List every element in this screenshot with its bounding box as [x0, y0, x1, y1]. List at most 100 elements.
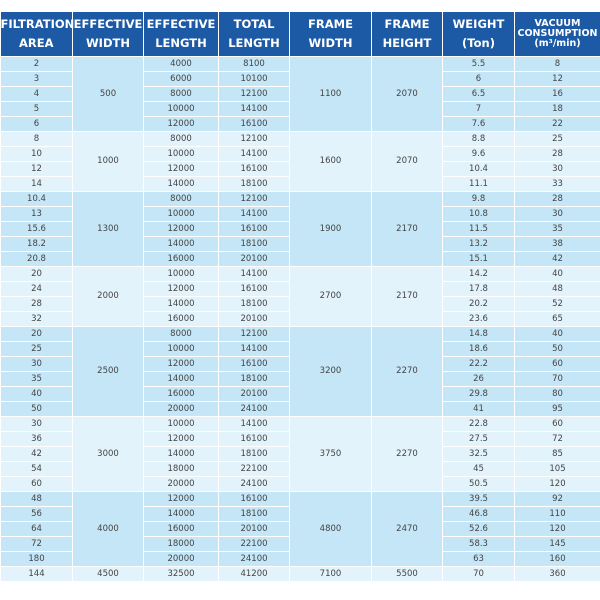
table-cell: 52 — [514, 296, 600, 312]
table-cell: 70 — [442, 566, 515, 582]
table-cell: 50.5 — [442, 476, 515, 492]
table-cell: 10.4 — [442, 161, 515, 177]
table-cell: 18 — [514, 101, 600, 117]
table-row: 13 10000 14100 10.8 30 — [0, 206, 600, 222]
header-text: FRAME — [384, 17, 430, 31]
table-cell: 24100 — [218, 551, 290, 567]
table-cell: 16000 — [143, 251, 219, 267]
header-text: EFFECTIVE — [73, 17, 143, 31]
merged-cell: 3200 — [289, 326, 372, 417]
table-cell: 20100 — [218, 521, 290, 537]
table-cell: 63 — [442, 551, 515, 567]
table-row: 20 2500 8000 12100 3200 2270 14.8 40 — [0, 326, 600, 417]
table-cell: 14100 — [218, 416, 290, 432]
table-cell: 180 — [0, 551, 73, 567]
table-cell: 64 — [0, 521, 73, 537]
table-cell: 12 — [514, 71, 600, 87]
table-cell: 8000 — [143, 326, 219, 342]
table-cell: 28 — [514, 146, 600, 162]
table-row: 35 14000 18100 26 70 — [0, 371, 600, 387]
table-cell: 39.5 — [442, 491, 515, 507]
table-cell: 16100 — [218, 281, 290, 297]
table-cell: 18100 — [218, 236, 290, 252]
table-cell: 16100 — [218, 491, 290, 507]
table-cell: 60 — [514, 356, 600, 372]
table-cell: 36 — [0, 431, 73, 447]
table-cell: 46.8 — [442, 506, 515, 522]
table-cell: 22.2 — [442, 356, 515, 372]
merged-cell: 2070 — [371, 131, 443, 192]
table-row: 5 10000 14100 7 18 — [0, 101, 600, 117]
header-text: LENGTH — [155, 36, 207, 50]
table-cell: 14000 — [143, 371, 219, 387]
table-cell: 6000 — [143, 71, 219, 87]
table-cell: 20100 — [218, 311, 290, 327]
merged-cell: 3750 — [289, 416, 372, 492]
table-cell: 60 — [514, 416, 600, 432]
table-cell: 12000 — [143, 491, 219, 507]
table-cell: 12100 — [218, 191, 290, 207]
table-row: 10.4 1300 8000 12100 1900 2170 9.8 28 — [0, 191, 600, 267]
table-cell: 18000 — [143, 536, 219, 552]
header-cell: TOTAL LENGTH — [218, 12, 290, 57]
table-cell: 27.5 — [442, 431, 515, 447]
table-cell: 48 — [514, 281, 600, 297]
merged-cell: 4000 — [72, 491, 144, 567]
table-cell: 32500 — [143, 566, 219, 582]
header-text: LENGTH — [228, 36, 280, 50]
table-cell: 8 — [514, 56, 600, 72]
table-cell: 35 — [0, 371, 73, 387]
table-cell: 8 — [0, 131, 73, 147]
table-cell: 6.5 — [442, 86, 515, 102]
table-cell: 30 — [514, 206, 600, 222]
table-cell: 14100 — [218, 206, 290, 222]
table-cell: 20000 — [143, 476, 219, 492]
table-cell: 72 — [0, 536, 73, 552]
table-cell: 41200 — [218, 566, 290, 582]
table-cell: 28 — [0, 296, 73, 312]
header-text: WEIGHT — [452, 17, 505, 31]
table-row: 30 3000 10000 14100 3750 2270 22.8 60 — [0, 416, 600, 492]
merged-cell: 1900 — [289, 191, 372, 267]
table-cell: 20000 — [143, 401, 219, 417]
table-row: 4 8000 12100 6.5 16 — [0, 86, 600, 102]
table-cell: 18100 — [218, 296, 290, 312]
table-cell: 14.2 — [442, 266, 515, 282]
table-row: 32 16000 20100 23.6 65 — [0, 311, 600, 327]
header-text: HEIGHT — [382, 36, 432, 50]
table-cell: 11.1 — [442, 176, 515, 192]
table-cell: 29.8 — [442, 386, 515, 402]
table-cell: 12000 — [143, 281, 219, 297]
table-cell: 10000 — [143, 206, 219, 222]
table-cell: 45 — [442, 461, 515, 477]
table-cell: 7 — [442, 101, 515, 117]
table-cell: 10000 — [143, 341, 219, 357]
table-cell: 22 — [514, 116, 600, 132]
table-row: 48 4000 12000 16100 4800 2470 39.5 92 — [0, 491, 600, 567]
table-cell: 16000 — [143, 386, 219, 402]
table-cell: 35 — [514, 221, 600, 237]
table-cell: 5.5 — [442, 56, 515, 72]
header-text: VACUUM — [534, 18, 581, 29]
header-cell: VACUUM CONSUMPTION (m³/min) — [514, 12, 600, 57]
table-cell: 60 — [0, 476, 73, 492]
merged-cell: 2700 — [289, 266, 372, 327]
table-cell: 20000 — [143, 551, 219, 567]
table-cell: 14100 — [218, 101, 290, 117]
table-cell: 50 — [514, 341, 600, 357]
table-cell: 11.5 — [442, 221, 515, 237]
table-cell: 23.6 — [442, 311, 515, 327]
merged-cell: 4500 — [72, 566, 144, 582]
header-text: EFFECTIVE — [146, 17, 216, 31]
header-cell: FRAME WIDTH — [289, 12, 372, 57]
table-cell: 12000 — [143, 116, 219, 132]
merged-cell: 1300 — [72, 191, 144, 267]
table-cell: 22.8 — [442, 416, 515, 432]
merged-cell: 1000 — [72, 131, 144, 192]
table-cell: 14000 — [143, 236, 219, 252]
table-cell: 12100 — [218, 86, 290, 102]
table-cell: 20100 — [218, 386, 290, 402]
table-row: 42 14000 18100 32.5 85 — [0, 446, 600, 462]
table-cell: 105 — [514, 461, 600, 477]
